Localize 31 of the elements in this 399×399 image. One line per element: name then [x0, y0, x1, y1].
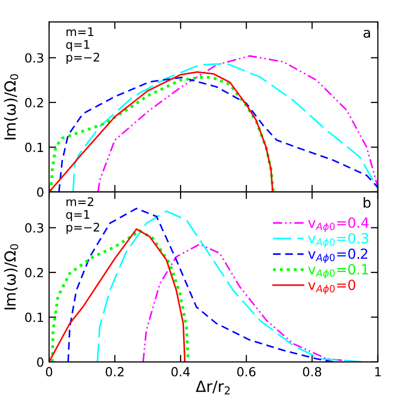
y-tick-label: 0 [37, 187, 44, 197]
x-tick-label: 0.8 [302, 366, 322, 376]
x-tick-label: 0.6 [237, 366, 256, 376]
y-tick-label: 0.1 [25, 142, 44, 152]
line-series [67, 208, 334, 362]
annotation: m=1 [66, 27, 94, 36]
y-tick-label: 0.2 [25, 98, 43, 108]
y-tick-label: 0.1 [25, 312, 44, 322]
annotation: a [364, 30, 370, 38]
x-tick-label: 0 [46, 366, 52, 376]
y-tick-label: 0 [37, 357, 44, 367]
y-axis-title: Im(ω)/Ω$_{0}$ [4, 244, 18, 310]
y-axis-title: Im(ω)/Ω$_{0}$ [4, 74, 18, 140]
y-tick-label: 0.3 [25, 53, 44, 63]
legend-label: v$_{Aϕ0}$=0.2 [308, 248, 368, 264]
x-tick-label: 0.2 [106, 366, 124, 376]
x-tick-label: 0.4 [171, 366, 190, 376]
annotation: p=−2 [66, 222, 100, 234]
y-tick-label: 0.3 [25, 223, 44, 233]
annotation: q=1 [66, 210, 90, 222]
legend-label: v$_{Aϕ0}$=0.1 [308, 264, 368, 279]
x-tick-label: 1 [375, 367, 381, 376]
annotation: b [364, 197, 371, 208]
annotation: p=−2 [66, 52, 100, 64]
annotation: m=2 [66, 197, 94, 206]
x-axis-title: Δr/r$_{2}$ [196, 380, 230, 394]
y-tick-label: 0.2 [25, 268, 43, 278]
legend-label: v$_{Aϕ0}$=0.3 [308, 232, 368, 248]
annotation: q=1 [66, 40, 90, 52]
legend-label: v$_{Aϕ0}$=0 [308, 280, 356, 294]
legend-label: v$_{Aϕ0}$=0.4 [308, 217, 369, 232]
